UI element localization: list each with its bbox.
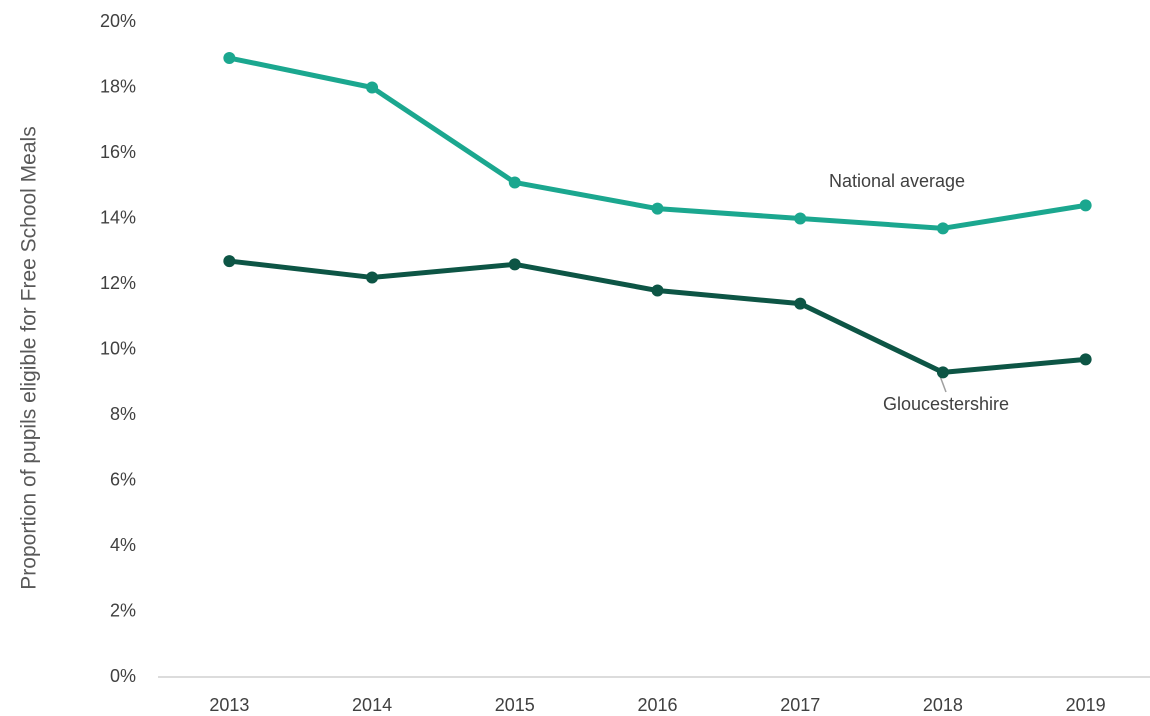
data-point: [794, 212, 807, 225]
y-tick-label: 18%: [100, 76, 136, 96]
y-tick-label: 6%: [110, 469, 136, 489]
data-point: [223, 52, 236, 65]
series-line: [229, 258, 1086, 375]
y-tick-label: 10%: [100, 338, 136, 358]
data-point: [936, 366, 949, 379]
data-point: [508, 176, 521, 189]
y-tick-label: 20%: [100, 11, 136, 31]
y-tick-label: 2%: [110, 600, 136, 620]
data-point: [366, 271, 379, 284]
label-leader: [939, 375, 947, 393]
data-point: [651, 284, 664, 297]
data-point: [1079, 353, 1092, 366]
y-axis-label: Proportion of pupils eligible for Free S…: [18, 126, 41, 589]
y-tick-label: 0%: [110, 666, 136, 686]
y-tick-label: 12%: [100, 273, 136, 293]
data-point: [651, 202, 664, 215]
y-tick-label: 16%: [100, 142, 136, 162]
x-tick-label: 2015: [495, 695, 535, 715]
x-tick-label: 2014: [352, 695, 392, 715]
data-point: [794, 297, 807, 310]
x-tick-label: 2013: [209, 695, 249, 715]
x-tick-label: 2017: [780, 695, 820, 715]
data-point: [936, 222, 949, 235]
y-tick-label: 4%: [110, 535, 136, 555]
series-label: Gloucestershire: [883, 394, 1009, 414]
x-tick-label: 2018: [923, 695, 963, 715]
x-tick-label: 2016: [637, 695, 677, 715]
data-point: [366, 81, 379, 94]
y-tick-label: 14%: [100, 207, 136, 227]
data-point: [1079, 199, 1092, 212]
x-tick-label: 2019: [1066, 695, 1106, 715]
data-point: [223, 255, 236, 268]
y-tick-label: 8%: [110, 404, 136, 424]
series-label: National average: [829, 171, 965, 191]
data-point: [508, 258, 521, 271]
